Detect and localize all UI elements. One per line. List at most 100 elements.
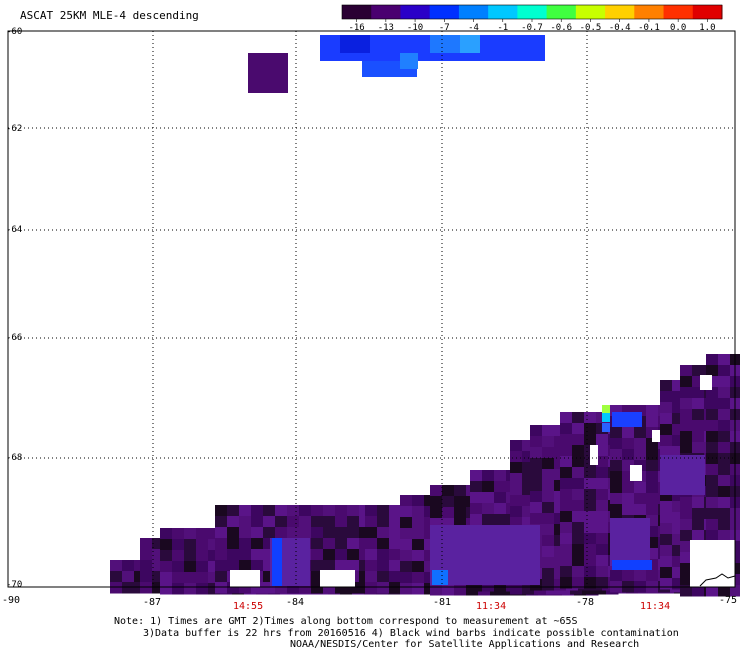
data-cell [287,582,300,594]
data-cell [227,527,240,539]
data-cell [646,416,659,428]
data-cell [706,409,719,421]
data-cell [660,380,673,392]
data-cell [160,550,173,562]
data-cell [248,53,288,93]
data-cell [718,486,731,498]
data-cell [602,412,610,422]
data-cell [692,530,705,542]
lon-label-87: -87 [143,597,162,608]
data-cell [530,458,543,470]
data-cell [542,425,555,437]
data-cell [584,555,597,567]
lat-label-70: -70 [6,580,23,590]
colorbar-swatch [575,5,606,19]
note-line-3: NOAA/NESDIS/Center for Satellite Applica… [290,639,640,650]
data-cell [560,577,573,589]
data-cell [692,365,705,377]
pass-time-2: 11:34 [476,601,507,612]
data-cell [584,434,597,446]
data-cell [584,544,597,556]
data-cell [365,582,378,594]
data-cell [560,456,573,468]
data-cell [251,560,264,572]
colorbar-label: -16 [348,23,365,33]
data-cell [184,572,197,584]
data-cell [110,571,123,583]
data-cell [692,442,705,454]
data-cell [412,517,425,529]
colorbar-label: -4 [468,23,479,33]
data-cell [572,544,585,556]
data-cell [442,518,455,530]
data-cell [172,583,185,595]
data-cell [400,561,413,573]
data-cell [718,464,731,476]
data-cell [287,505,300,517]
data-cell [680,431,693,443]
data-cell [634,570,647,582]
data-cell [227,538,240,550]
data-cell [494,514,507,526]
coastline [699,573,736,587]
data-cell [347,516,360,528]
data-cell [263,549,276,561]
data-cell [320,570,355,587]
data-cell [596,522,609,534]
colorbar-swatch [429,5,460,19]
data-cell [196,550,209,562]
data-cell [454,584,467,596]
data-cell [323,516,336,528]
data-cell [400,506,413,518]
data-cell [323,582,336,594]
data-cell [208,550,221,562]
data-cell [347,505,360,517]
colorbar-swatch [371,5,401,19]
data-cell [634,427,647,439]
data-cell [365,538,378,550]
data-cell [389,549,402,561]
data-cell [634,482,647,494]
data-cell [184,561,197,573]
data-cell [251,505,264,517]
data-cell [389,516,402,528]
colorbar-label: -0.1 [638,23,660,33]
data-cell [227,560,240,572]
data-cell [522,451,535,463]
data-cell [596,511,609,523]
data-cell [263,571,276,583]
data-cell [530,480,543,492]
data-cell [660,545,673,557]
data-cell [239,582,252,594]
data-cell [706,431,719,443]
data-cell [542,469,555,481]
data-cell [542,546,555,558]
data-cell [482,481,495,493]
data-cell [208,572,221,584]
data-cell [646,493,659,505]
data-cell [152,582,165,594]
data-cell [239,549,252,561]
lon-label-81: -81 [433,597,452,608]
data-cell [692,497,705,509]
data-cell [335,549,348,561]
data-cell [584,577,597,589]
data-cell [239,538,252,550]
data-cell [706,387,719,399]
data-cell [530,447,543,459]
data-cell [660,567,673,579]
data-cell [680,387,693,399]
data-cell [311,582,324,594]
data-cell [184,583,197,595]
data-cell [542,458,555,470]
colorbar-swatch [634,5,665,19]
data-cell [227,505,240,517]
data-cell [196,528,209,540]
data-cell [347,549,360,561]
data-cell [275,582,288,594]
data-cell [672,501,685,513]
data-cell [680,398,693,410]
data-cell [622,493,635,505]
colorbar-label: -10 [406,23,424,33]
data-cell [389,582,402,594]
